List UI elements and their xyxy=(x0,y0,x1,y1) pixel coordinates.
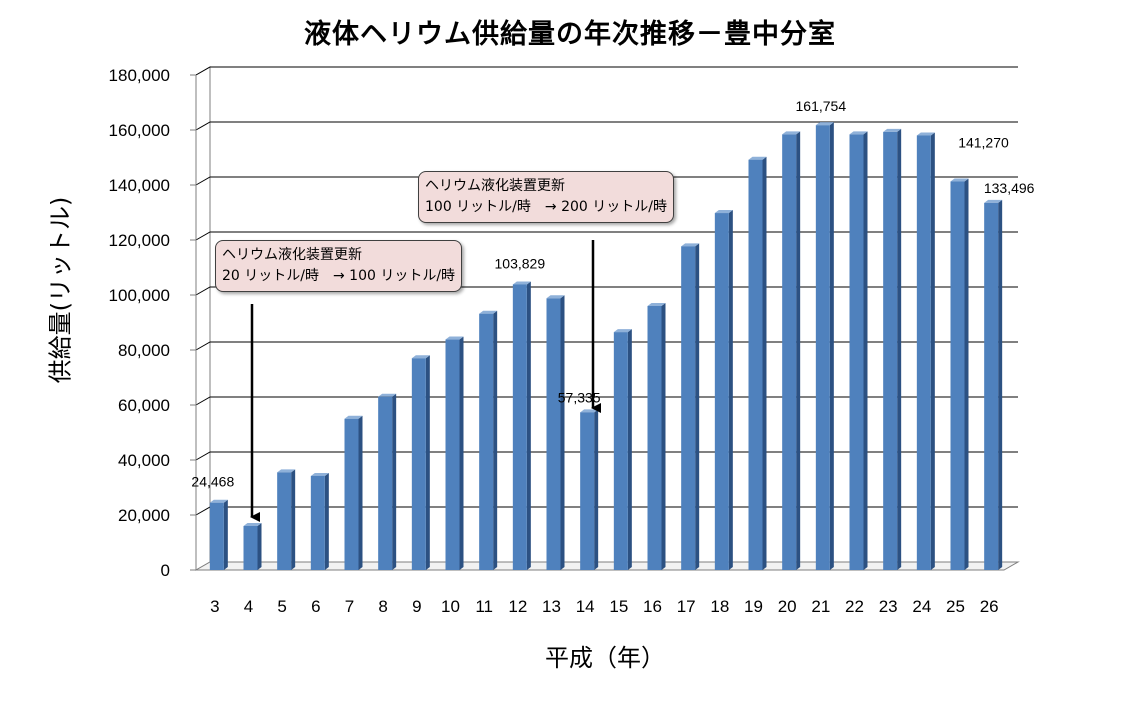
x-tick-label: 11 xyxy=(475,597,493,616)
bar-6 xyxy=(310,472,329,570)
data-label-26: 133,496 xyxy=(984,180,1035,196)
bar-24 xyxy=(916,132,935,570)
bar-3 xyxy=(209,499,228,570)
gridline xyxy=(195,66,1018,76)
x-tick-label: 4 xyxy=(244,597,253,616)
x-tick-label: 20 xyxy=(778,597,797,616)
x-tick-label: 23 xyxy=(879,597,898,616)
y-tick-label: 60,000 xyxy=(118,396,170,415)
x-tick-label: 16 xyxy=(643,597,662,616)
annotation-box-liquefier-upgrade-2: ヘリウム液化装置更新 100 リットル/時 → 200 リットル/時 xyxy=(418,171,674,223)
bar-7 xyxy=(344,415,363,570)
bar-20 xyxy=(782,131,801,570)
y-tick-label: 160,000 xyxy=(109,121,170,140)
y-tick-label: 80,000 xyxy=(118,341,170,360)
x-tick-label: 26 xyxy=(980,597,999,616)
bar-22 xyxy=(849,131,868,570)
bars xyxy=(209,122,1003,571)
bar-11 xyxy=(479,310,498,570)
x-tick-label: 17 xyxy=(677,597,696,616)
bar-10 xyxy=(445,336,464,570)
y-tick-label: 20,000 xyxy=(118,506,170,525)
x-axis-ticks: 3 4 5 6 7 8 9 10 11 12 13 14 15 16 17 18 19 20 21 22 23 24 25 2… xyxy=(210,597,999,616)
x-tick-label: 9 xyxy=(412,597,421,616)
x-tick-label: 15 xyxy=(609,597,628,616)
y-axis-ticks: 0 20,000 40,000 60,000 80,000 100,000 120,000 1… xyxy=(109,66,197,580)
bar-15 xyxy=(613,329,632,570)
annotation-box-liquefier-upgrade-1: ヘリウム液化装置更新 20 リットル/時 → 100 リットル/時 xyxy=(215,240,463,292)
y-tick-label: 180,000 xyxy=(109,66,170,85)
data-labels: 24,468 103,829 57,335 161,754 141,270 133,496 xyxy=(191,98,1034,490)
x-tick-label: 7 xyxy=(345,597,354,616)
data-label-3: 24,468 xyxy=(191,474,234,490)
annotation-arrows xyxy=(250,240,601,522)
bar-14 xyxy=(580,409,599,570)
x-tick-label: 6 xyxy=(311,597,320,616)
bar-13 xyxy=(546,295,565,570)
x-tick-label: 10 xyxy=(441,597,460,616)
bar-9 xyxy=(411,355,430,570)
x-axis-title: 平成（年） xyxy=(545,644,665,672)
bar-21 xyxy=(815,122,834,570)
x-tick-label: 24 xyxy=(912,597,931,616)
y-tick-label: 40,000 xyxy=(118,451,170,470)
x-tick-label: 25 xyxy=(946,597,965,616)
x-tick-label: 21 xyxy=(811,597,830,616)
bar-26 xyxy=(984,199,1003,571)
chart-title: 液体ヘリウム供給量の年次推移－豊中分室 xyxy=(304,19,836,50)
x-tick-label: 5 xyxy=(277,597,286,616)
bar-23 xyxy=(883,128,902,571)
bar-18 xyxy=(714,210,733,571)
y-tick-label: 140,000 xyxy=(109,176,170,195)
x-tick-label: 13 xyxy=(542,597,561,616)
bar-5 xyxy=(277,469,296,570)
bar-16 xyxy=(647,303,666,570)
bar-25 xyxy=(950,178,969,570)
data-label-12: 103,829 xyxy=(495,255,546,271)
bar-12 xyxy=(512,281,531,570)
data-label-25: 141,270 xyxy=(958,135,1009,151)
x-tick-label: 19 xyxy=(744,597,763,616)
y-tick-label: 120,000 xyxy=(109,231,170,250)
bar-19 xyxy=(748,156,767,570)
gridline xyxy=(195,121,1018,131)
data-label-21: 161,754 xyxy=(796,98,847,114)
x-tick-label: 12 xyxy=(508,597,527,616)
data-label-14: 57,335 xyxy=(558,389,601,405)
y-tick-label: 0 xyxy=(161,561,170,580)
x-tick-label: 14 xyxy=(576,597,595,616)
y-tick-label: 100,000 xyxy=(109,286,170,305)
x-tick-label: 18 xyxy=(710,597,729,616)
bar-17 xyxy=(681,243,700,570)
x-tick-label: 3 xyxy=(210,597,219,616)
x-tick-label: 8 xyxy=(378,597,387,616)
bar-8 xyxy=(378,393,397,570)
x-tick-label: 22 xyxy=(845,597,864,616)
bar-4 xyxy=(243,523,262,570)
